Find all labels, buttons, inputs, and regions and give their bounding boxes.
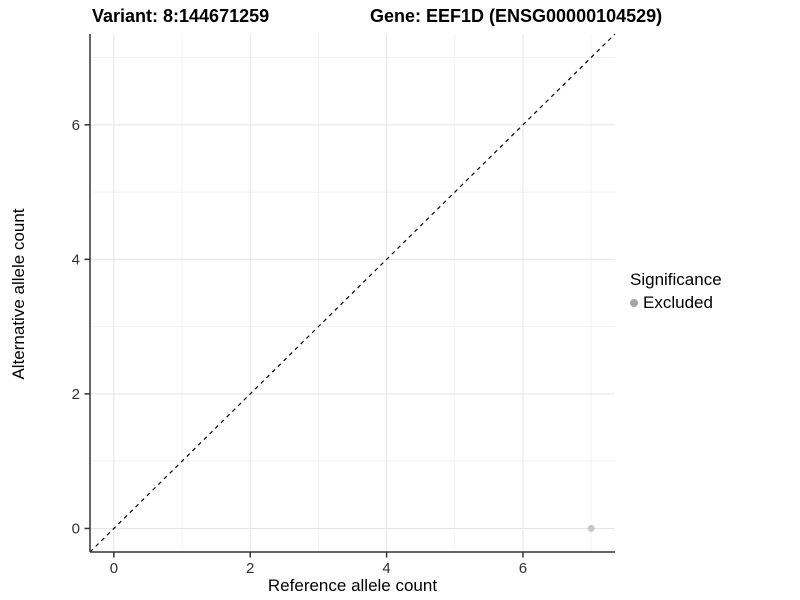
- legend-title: Significance: [630, 270, 722, 289]
- y-tick-label: 2: [72, 386, 80, 403]
- y-tick-label: 4: [72, 251, 80, 268]
- legend-item-excluded: Excluded: [630, 293, 722, 313]
- y-tick-label: 6: [72, 117, 80, 134]
- legend: Significance Excluded: [630, 270, 722, 313]
- x-tick-label: 4: [382, 560, 390, 577]
- x-axis-title: Reference allele count: [267, 576, 438, 595]
- data-point: [587, 524, 595, 532]
- legend-point-icon: [630, 299, 638, 307]
- identity-dashed-line: [89, 33, 616, 553]
- legend-item-label: Excluded: [643, 293, 713, 312]
- variant-title: Variant: 8:144671259: [92, 6, 270, 26]
- x-tick-label: 6: [519, 560, 527, 577]
- gene-title: Gene: EEF1D (ENSG00000104529): [370, 6, 663, 26]
- y-axis-title: Alternative allele count: [9, 208, 28, 380]
- x-tick-label: 0: [110, 560, 118, 577]
- x-tick-label: 2: [246, 560, 254, 577]
- y-tick-label: 0: [72, 520, 80, 537]
